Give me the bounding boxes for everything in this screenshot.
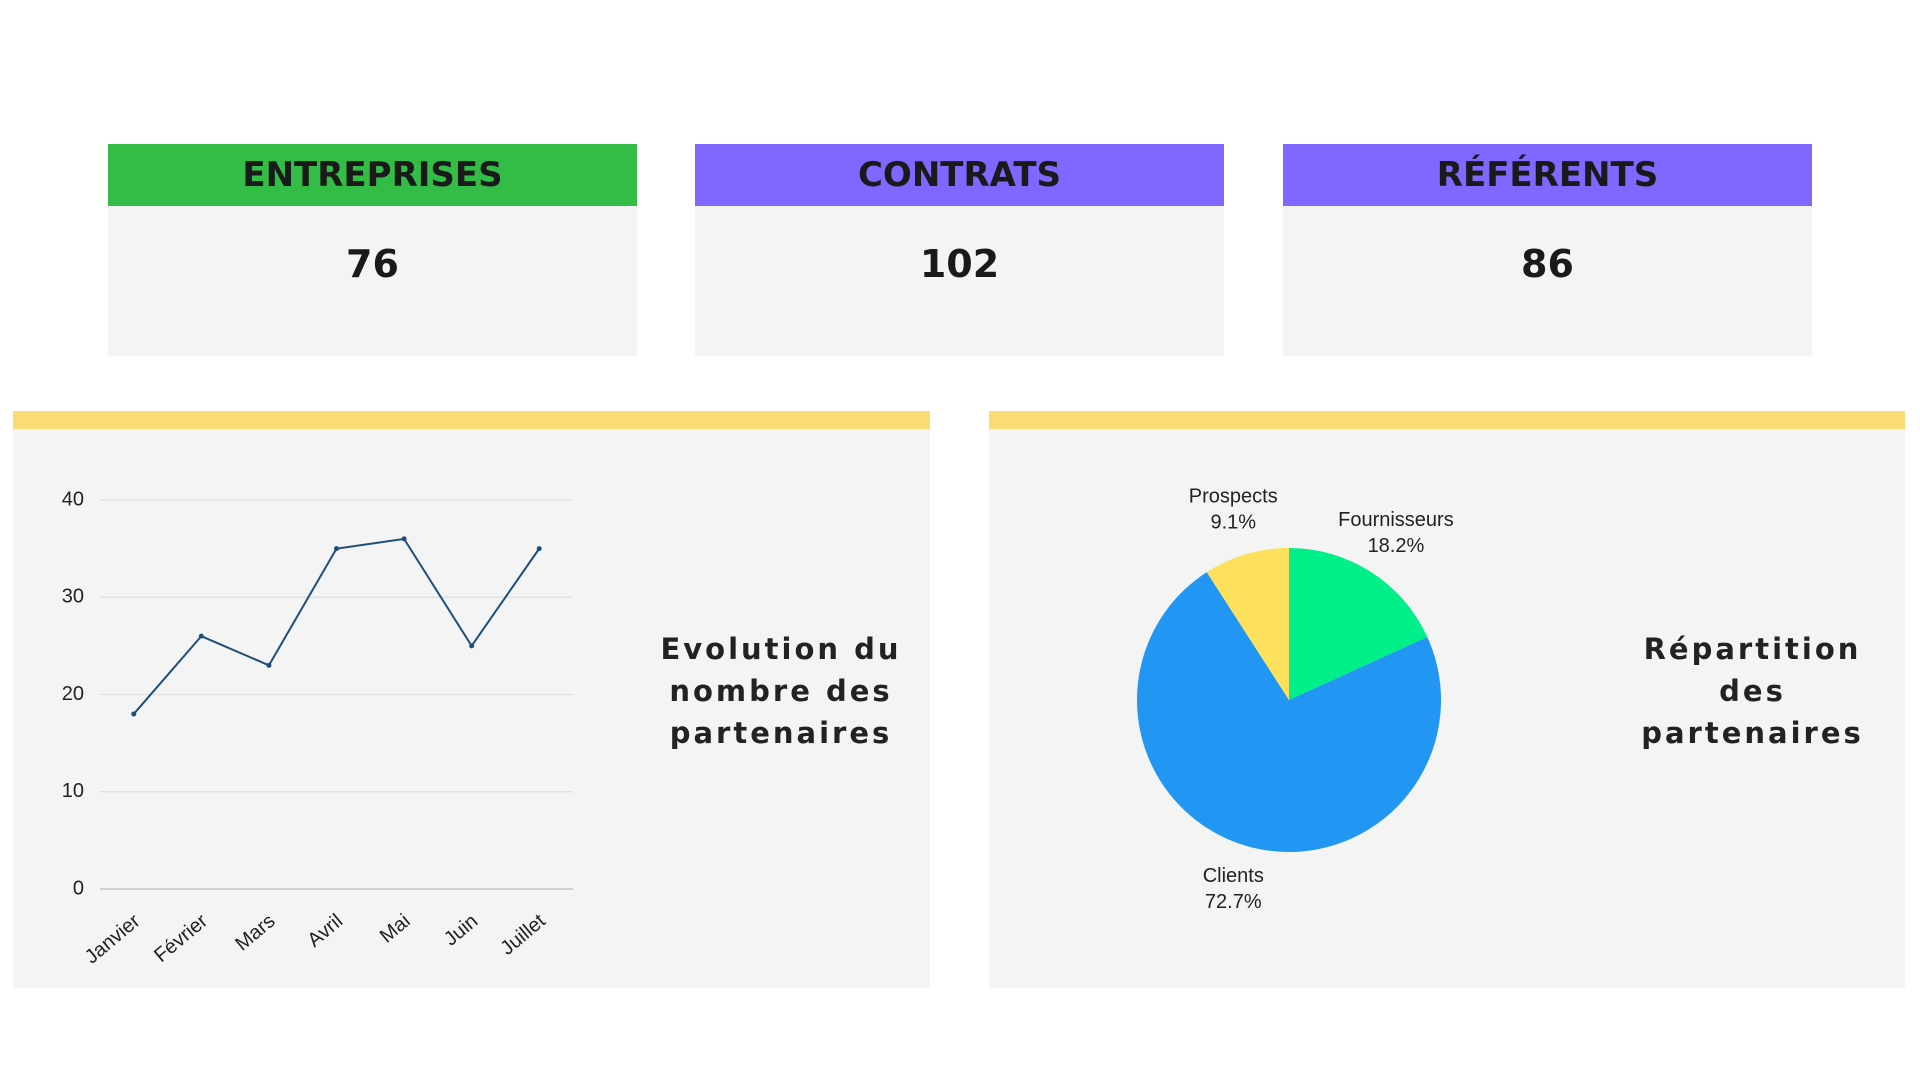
slice-label: Prospects [1189, 486, 1278, 508]
x-tick-label: Janvier [81, 910, 145, 969]
kpi-value: 76 [346, 242, 399, 286]
kpi-value: 86 [1521, 242, 1574, 286]
point [401, 536, 407, 542]
point [536, 546, 542, 552]
y-tick-label: 20 [62, 683, 84, 705]
y-tick-label: 40 [62, 488, 84, 510]
x-tick-label: Juillet [497, 910, 551, 960]
y-tick-label: 0 [73, 877, 84, 899]
slice-value-label: 18.2% [1368, 535, 1425, 557]
kpi-value: 102 [919, 242, 1000, 286]
pie-slice [1206, 548, 1289, 700]
x-tick-label: Avril [303, 910, 347, 952]
pie-slice [1136, 572, 1441, 852]
x-tick-label: Février [150, 910, 212, 967]
kpi-card: RÉFÉRENTS 86 [1283, 144, 1812, 356]
kpi-header: CONTRATS [695, 144, 1224, 206]
y-tick-label: 30 [62, 586, 84, 608]
point [334, 546, 339, 552]
kpi-header: ENTREPRISES [108, 144, 637, 206]
point [131, 711, 137, 717]
slice-value-label: 72.7% [1205, 891, 1262, 913]
line [133, 537, 541, 715]
point [469, 643, 475, 649]
kpi-card: ENTREPRISES 76 [108, 144, 637, 356]
point [266, 662, 272, 668]
kpi-card: CONTRATS 102 [695, 144, 1224, 356]
x-tick-label: Juin [440, 910, 482, 950]
point [198, 633, 204, 639]
slice-label: Clients [1203, 865, 1264, 887]
slice-label: Fournisseurs [1338, 509, 1454, 531]
pie-slice [1289, 548, 1428, 700]
chart-title: Evolution du nombre des partenaires [660, 632, 902, 750]
x-tick-label: Mars [231, 910, 279, 955]
slice-value-label: 9.1% [1210, 512, 1256, 534]
kpi-header: RÉFÉRENTS [1283, 144, 1812, 206]
y-tick-label: 10 [62, 780, 84, 802]
line-panel [13, 411, 930, 988]
x-tick-label: Mai [376, 910, 415, 948]
chart-title: Répartition des partenaires [1641, 632, 1864, 750]
